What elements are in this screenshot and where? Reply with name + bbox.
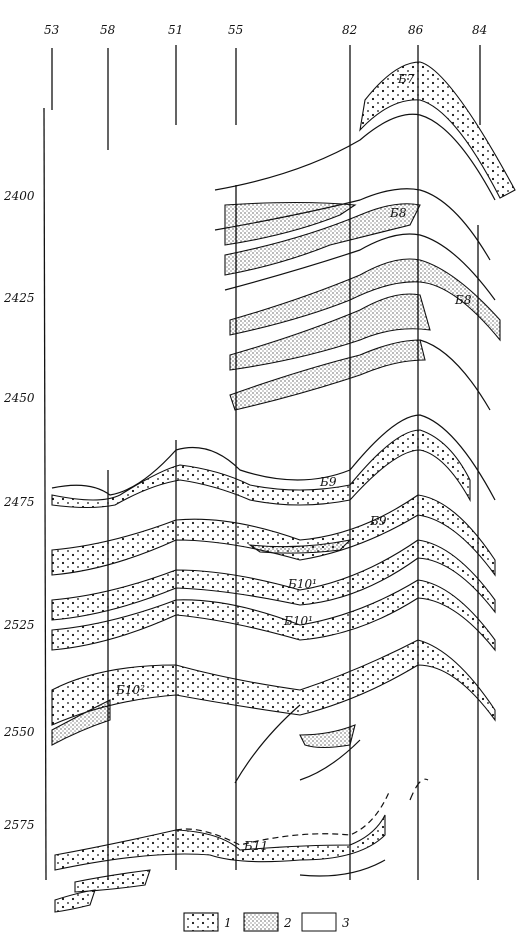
- sand-body: [51, 639, 496, 726]
- layer-label: Б9: [319, 475, 337, 489]
- depth-label: 2400: [3, 189, 35, 203]
- depth-label: 2425: [3, 291, 35, 305]
- sand-body: [54, 889, 96, 913]
- sand-body: [51, 539, 496, 621]
- stratum: [299, 859, 386, 877]
- sand-body: [51, 579, 496, 652]
- well-label: 58: [100, 23, 116, 37]
- wells: [43, 45, 481, 881]
- layer-label: Б10¹: [287, 577, 317, 591]
- sand-body: [359, 61, 516, 199]
- stratum: [409, 778, 429, 801]
- well-label: 53: [44, 23, 60, 37]
- sand-body: [51, 699, 111, 746]
- sand-body: [51, 494, 496, 577]
- stratum: [214, 188, 491, 261]
- layer-label: Б8: [454, 293, 472, 307]
- well-label: 51: [168, 23, 183, 37]
- sand-body: [229, 293, 431, 371]
- well-labels: 53 58 51 55 82 86 84: [44, 23, 487, 37]
- sand-body: [229, 339, 426, 411]
- depth-label: 2525: [3, 618, 35, 632]
- well: [43, 107, 47, 881]
- well-label: 86: [408, 23, 424, 37]
- lower-strata: [51, 414, 496, 913]
- upper-strata: [214, 61, 516, 411]
- stratum: [175, 789, 391, 846]
- legend-label: 3: [342, 916, 350, 930]
- layer-label: Б10²: [115, 683, 145, 697]
- legend-swatch: [301, 912, 337, 932]
- layer-label: Б7: [397, 72, 415, 86]
- depth-labels: 2400 2425 2450 2475 2525 2550 2575: [3, 189, 35, 832]
- legend-label: 2: [283, 916, 292, 930]
- stratum: [51, 414, 496, 501]
- sand-body: [224, 203, 421, 276]
- stratum: [419, 339, 491, 411]
- legend-swatch: [243, 912, 279, 932]
- sand-body: [54, 814, 386, 871]
- legend-swatch: [183, 912, 219, 932]
- stratum: [214, 113, 496, 201]
- sand-body: [299, 724, 356, 749]
- sand-body: [229, 258, 501, 342]
- sand-body: [224, 201, 357, 246]
- well-label: 82: [342, 23, 357, 37]
- legend: 1 2 3: [183, 912, 350, 932]
- depth-label: 2550: [3, 725, 35, 739]
- layer-labels: Б7 Б8 Б8 Б9 Б9 Б10¹ Б10¹ Б10² Б11: [115, 72, 472, 853]
- well-label: 55: [228, 23, 243, 37]
- sand-body: [247, 539, 352, 554]
- sand-body: [74, 869, 151, 893]
- legend-label: 1: [224, 916, 232, 930]
- depth-label: 2450: [3, 391, 35, 405]
- layer-label: Б9: [369, 514, 387, 528]
- well-label: 84: [472, 23, 487, 37]
- depth-label: 2575: [3, 818, 35, 832]
- stratum: [299, 739, 361, 781]
- layer-label: Б10¹: [283, 614, 313, 628]
- sand-body: [51, 429, 471, 509]
- layer-label: Б8: [389, 206, 407, 220]
- depth-label: 2475: [3, 495, 35, 509]
- stratum: [234, 704, 301, 784]
- layer-label: Б11: [243, 839, 268, 853]
- stratum: [224, 233, 496, 301]
